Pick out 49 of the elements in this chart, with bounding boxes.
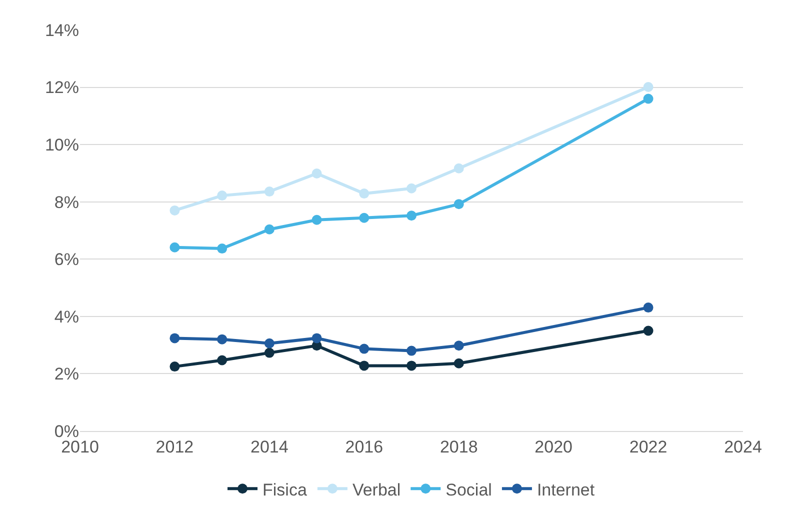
- legend-label: Verbal: [352, 480, 401, 500]
- point: [264, 338, 274, 348]
- point: [312, 168, 322, 178]
- point: [312, 214, 322, 225]
- x-tick-label: 2012: [156, 437, 194, 456]
- x-tick-label: 2016: [345, 437, 384, 456]
- y-tick-label: 4%: [54, 307, 79, 326]
- point: [217, 334, 228, 344]
- point: [264, 224, 274, 234]
- point: [170, 205, 180, 216]
- x-tick-label: 2014: [250, 437, 288, 456]
- point: [217, 355, 228, 366]
- y-tick-label: 12%: [44, 78, 79, 98]
- point: [454, 358, 464, 368]
- x-tick-label: 2018: [440, 437, 478, 456]
- point: [359, 360, 370, 371]
- y-tick-label: 6%: [54, 250, 79, 270]
- y-tick-label: 8%: [54, 192, 79, 212]
- point: [454, 163, 464, 174]
- point: [359, 344, 370, 354]
- y-tick-label: 2%: [54, 364, 79, 384]
- point: [312, 333, 322, 344]
- point: [170, 333, 180, 344]
- legend-label: Social: [446, 480, 492, 500]
- point: [643, 326, 654, 336]
- point: [406, 346, 416, 356]
- point: [454, 340, 464, 351]
- point: [643, 302, 654, 313]
- point: [264, 348, 274, 358]
- point: [264, 186, 274, 197]
- point: [359, 212, 370, 223]
- y-tick-label: 10%: [44, 136, 79, 155]
- point: [406, 210, 416, 221]
- point: [454, 199, 464, 210]
- point: [170, 362, 180, 372]
- x-tick-label: 2020: [534, 437, 572, 456]
- point: [643, 94, 654, 104]
- point: [359, 188, 370, 199]
- point: [217, 244, 228, 254]
- point: [217, 190, 228, 201]
- x-tick-label: 2024: [724, 437, 762, 456]
- point: [406, 183, 416, 194]
- x-tick-label: 2022: [629, 437, 668, 456]
- y-tick-label: 14%: [44, 20, 79, 40]
- point: [406, 360, 416, 371]
- legend-label: Internet: [536, 480, 595, 500]
- point: [170, 242, 180, 252]
- legend-label: Fisica: [262, 480, 308, 500]
- point: [643, 82, 654, 92]
